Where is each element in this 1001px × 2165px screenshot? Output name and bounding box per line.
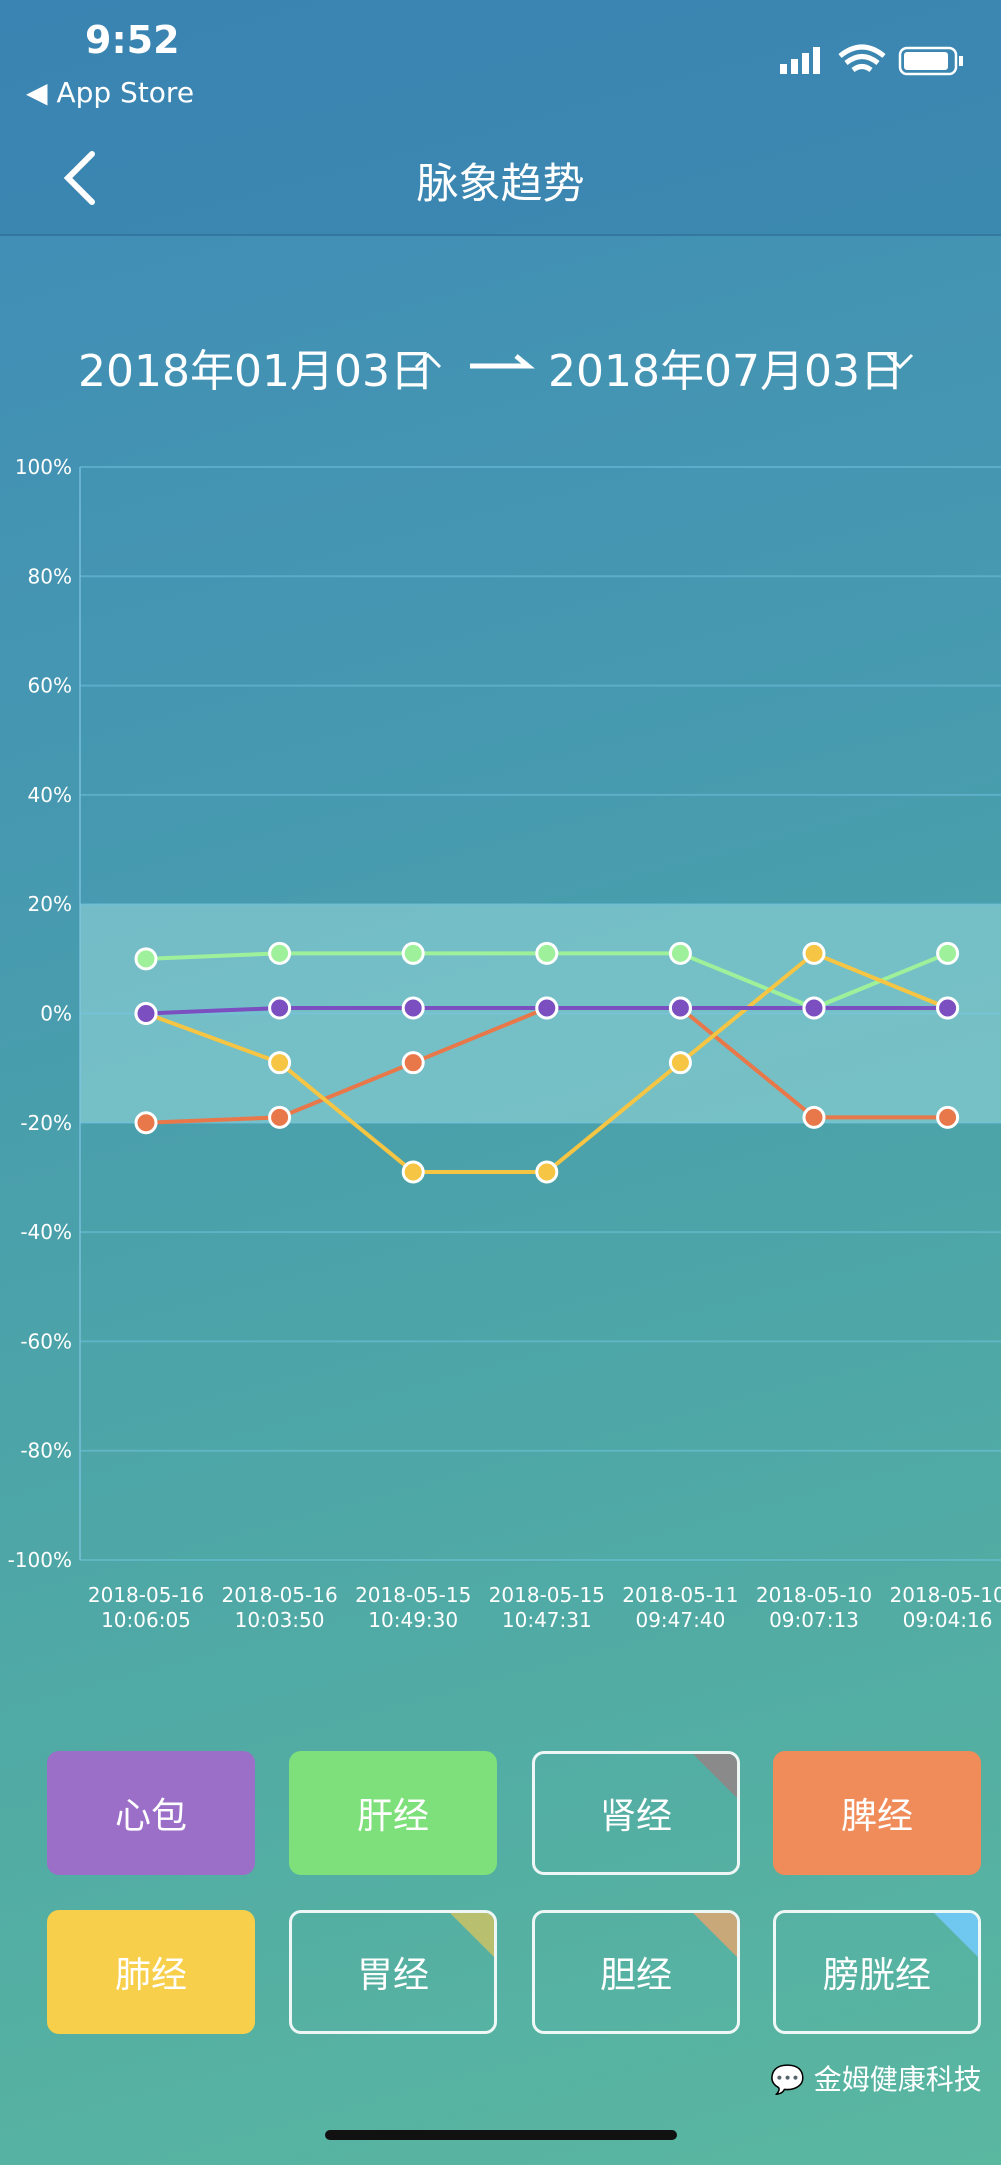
legend-button[interactable]: 肝经 [289,1751,497,1875]
meridian-button[interactable]: 膀胱经 [773,1910,981,2034]
data-point [936,1105,960,1129]
x-tick-line: 09:07:13 [769,1608,859,1632]
data-point [936,941,960,965]
x-tick-line: 2018-05-15 [489,1583,605,1607]
legend-button[interactable]: 心包 [47,1751,255,1875]
data-point [535,996,559,1020]
data-point [134,1111,158,1135]
y-tick-label: -80% [20,1439,72,1463]
data-point [535,941,559,965]
start-chevron [414,352,442,369]
data-point [134,1002,158,1025]
x-tick-line: 2018-05-11 [622,1583,738,1607]
data-point [134,947,158,971]
data-point [268,941,292,965]
y-tick-label: 40% [28,783,72,807]
x-tick-label: 2018-05-15 10:47:31 [489,1583,605,1632]
y-tick-label: -60% [20,1329,72,1353]
end-date[interactable]: 2018年07月03日 [548,346,904,397]
x-tick-label: 2018-05-15 10:49:30 [355,1583,471,1632]
y-tick-label: 0% [40,1002,72,1026]
x-tick-line: 09:47:40 [635,1608,725,1632]
y-tick-label: 100% [15,455,72,479]
meridian-button[interactable]: 胆经 [532,1910,740,2034]
x-tick-line: 2018-05-15 [355,1583,471,1607]
corner-tag [693,1754,737,1798]
x-tick-line: 2018-05-10 [889,1583,1001,1607]
x-tick-line: 10:03:50 [235,1608,325,1632]
data-point [268,1051,292,1075]
data-point [535,1160,559,1184]
home-indicator [325,2130,677,2140]
legend-button[interactable]: 肺经 [47,1910,255,2034]
data-point [401,1051,425,1075]
data-point [802,941,826,965]
y-tick-label: 80% [28,564,72,588]
x-tick-line: 2018-05-10 [756,1583,872,1607]
range-arrow [470,354,535,369]
watermark-text: 金姆健康科技 [813,2063,982,2096]
x-tick-label: 2018-05-16 10:06:05 [88,1583,204,1632]
start-date[interactable]: 2018年01月03日 [78,346,434,397]
header [0,0,1001,236]
data-point [802,996,826,1020]
y-tick-label: 20% [28,892,72,916]
back-arrow: ◀ [26,76,57,109]
data-point [668,1051,692,1075]
corner-tag [693,1913,737,1957]
data-point [936,996,960,1020]
watermark: 💬 金姆健康科技 [770,2058,982,2098]
status-icons [780,44,963,76]
back-app-label: App Store [56,76,195,109]
data-point [268,996,292,1020]
meridian-button[interactable]: 肾经 [532,1751,740,1875]
button-label: 肾经 [599,1796,672,1837]
data-point [668,996,692,1020]
y-tick-label: 60% [28,674,72,698]
x-tick-line: 10:49:30 [368,1608,458,1632]
y-tick-label: -100% [8,1548,72,1572]
meridian-button[interactable]: 胃经 [289,1910,497,2034]
back-app[interactable]: ◀ App Store [26,76,194,109]
x-tick-label: 2018-05-10 09:07:13 [756,1583,872,1632]
button-label: 膀胱经 [822,1955,931,1996]
back-button[interactable] [60,148,100,208]
button-label: 胃经 [356,1955,429,1996]
corner-tag [450,1913,494,1957]
chart: 100% 80% 60% 40% 20% 0% -20% -40% -60% -80% -100% 2… [8,455,1001,1632]
legend-button[interactable]: 脾经 [773,1751,981,1875]
time: 9:52 [85,18,180,62]
x-tick-label: 2018-05-16 10:03:50 [221,1583,337,1632]
button-label: 胆经 [599,1955,672,1996]
data-point [802,1105,826,1129]
x-tick-label: 2018-05-11 09:47:40 [622,1583,738,1632]
y-tick-label: -20% [20,1111,72,1135]
x-tick-line: 09:04:16 [903,1608,993,1632]
data-point [268,1105,292,1129]
corner-tag [934,1913,978,1957]
page-title: 脉象趋势 [416,159,585,208]
x-tick-line: 10:06:05 [101,1608,191,1632]
x-tick-line: 10:47:31 [502,1608,592,1632]
x-tick-line: 2018-05-16 [88,1583,204,1607]
y-tick-label: -40% [20,1220,72,1244]
data-point [401,996,425,1020]
wechat-icon: 💬 [770,2063,814,2096]
x-tick-line: 2018-05-16 [221,1583,337,1607]
x-tick-label: 2018-05-10 09:04:16 [889,1583,1001,1632]
data-point [401,1160,425,1184]
data-point [401,941,425,965]
end-chevron [886,353,914,370]
data-point [668,941,692,965]
